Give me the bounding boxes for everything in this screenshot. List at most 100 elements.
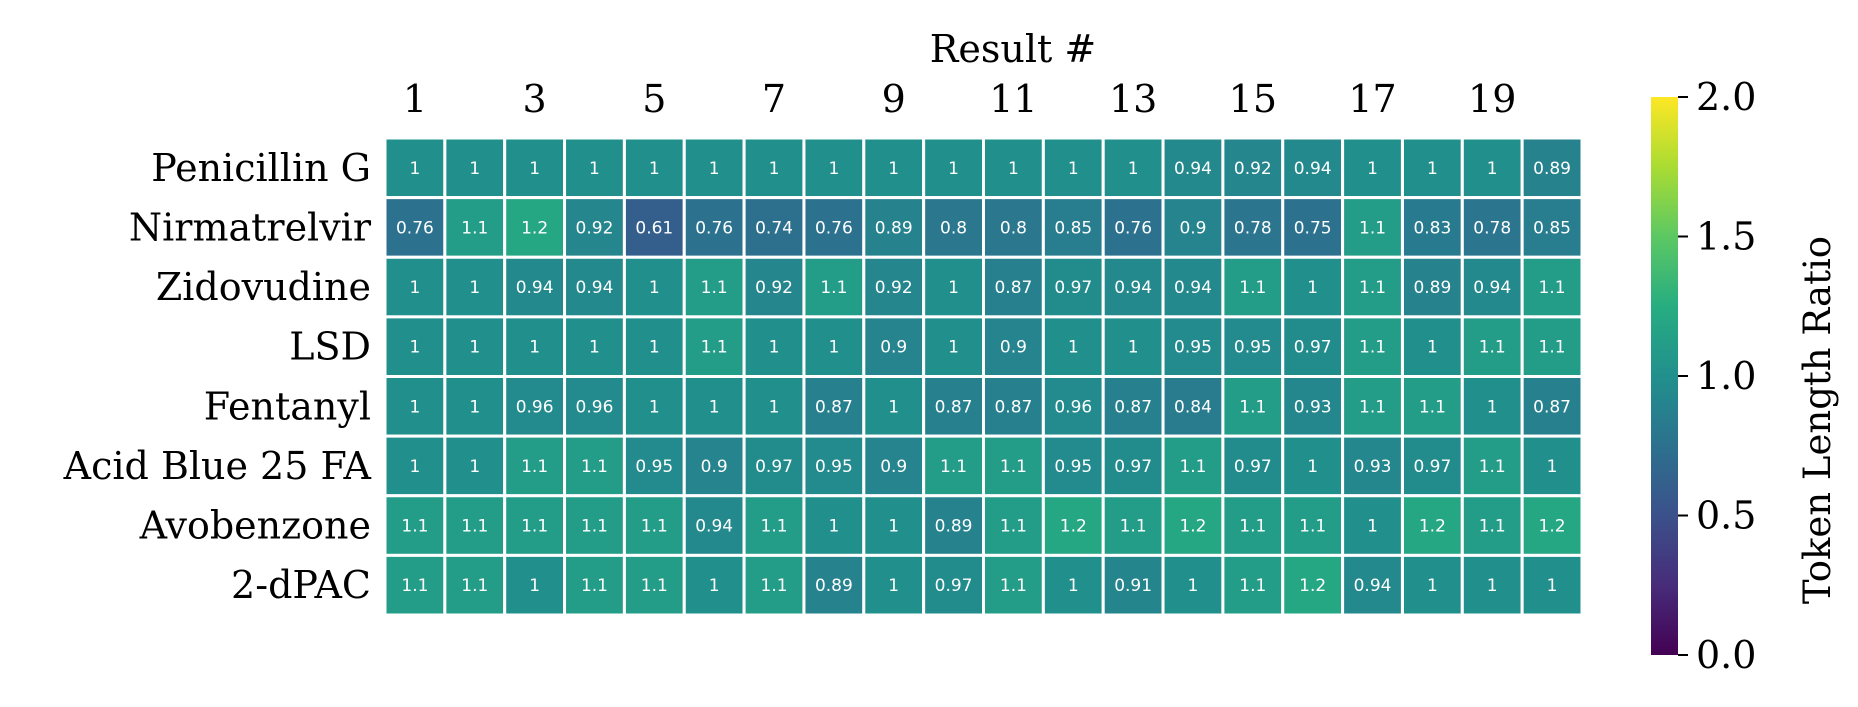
cell-value-label: 0.97 xyxy=(1413,457,1451,477)
heatmap-cell xyxy=(383,494,447,557)
cell-value-label: 0.91 xyxy=(1114,576,1152,596)
cell-value-label: 1 xyxy=(1068,338,1079,358)
cell-value-label: 1 xyxy=(469,397,480,417)
cell-value-label: 0.89 xyxy=(935,517,973,537)
heatmap-cell xyxy=(1341,136,1404,200)
cell-value-label: 1.1 xyxy=(1000,576,1027,596)
cell-value-label: 0.94 xyxy=(695,517,733,537)
cell-value-label: 1.1 xyxy=(1239,576,1266,596)
cell-value-label: 1 xyxy=(1307,278,1318,298)
heatmap-cell xyxy=(503,196,567,259)
heatmap-cell xyxy=(1520,315,1584,378)
heatmap-cell xyxy=(1400,315,1464,378)
cell-value-label: 1.1 xyxy=(461,218,488,238)
heatmap-cell xyxy=(862,315,926,378)
heatmap-cell xyxy=(982,375,1045,438)
heatmap-cell xyxy=(1041,494,1105,557)
cell-value-label: 1.2 xyxy=(1539,517,1566,537)
cell-value-label: 1 xyxy=(1547,457,1558,477)
cell-value-label: 1 xyxy=(529,576,540,596)
cell-value-label: 0.92 xyxy=(875,278,913,298)
cell-value-label: 0.97 xyxy=(755,457,793,477)
heatmap-cell xyxy=(1281,196,1345,259)
heatmap-cell xyxy=(802,375,866,438)
cell-value-label: 1.1 xyxy=(1359,397,1386,417)
cell-value-label: 0.94 xyxy=(576,278,614,298)
cell-value-label: 1.1 xyxy=(1419,397,1446,417)
cell-value-label: 1.1 xyxy=(521,457,548,477)
cell-value-label: 1 xyxy=(410,338,421,358)
cell-value-label: 1.1 xyxy=(461,517,488,537)
cell-value-label: 1 xyxy=(1367,517,1378,537)
cell-value-label: 0.87 xyxy=(935,397,973,417)
cell-value-label: 1 xyxy=(649,159,660,179)
cell-value-label: 1.1 xyxy=(1479,517,1506,537)
heatmap-cell xyxy=(1221,255,1285,319)
cell-value-label: 1.1 xyxy=(1479,457,1506,477)
heatmap-cell xyxy=(922,136,986,200)
cell-value-label: 1.1 xyxy=(401,517,428,537)
cell-value-label: 1 xyxy=(1427,159,1438,179)
heatmap-cell xyxy=(1460,136,1524,200)
cell-value-label: 1 xyxy=(529,338,540,358)
cell-value-label: 0.78 xyxy=(1473,218,1511,238)
heatmap-cell xyxy=(1041,553,1105,617)
x-tick-label: 19 xyxy=(1468,77,1516,121)
cell-value-label: 0.94 xyxy=(1294,159,1332,179)
heatmap-cell xyxy=(802,255,866,319)
cell-value-label: 0.89 xyxy=(1413,278,1451,298)
cell-value-label: 0.89 xyxy=(815,576,853,596)
colorbar-tick-label: 2.0 xyxy=(1696,75,1756,119)
colorbar-gradient xyxy=(1651,97,1678,655)
heatmap-cell xyxy=(862,553,926,617)
cell-value-label: 1 xyxy=(1068,159,1079,179)
heatmap-cell xyxy=(1161,255,1225,319)
cell-value-label: 1 xyxy=(769,338,780,358)
cell-value-label: 0.93 xyxy=(1294,397,1332,417)
cell-value-label: 1.1 xyxy=(820,278,847,298)
x-tick-label: 5 xyxy=(642,77,666,121)
heatmap-cell xyxy=(503,434,567,498)
heatmap-cell xyxy=(1520,375,1584,438)
cell-value-label: 1.1 xyxy=(401,576,428,596)
cell-value-label: 0.87 xyxy=(1533,397,1571,417)
cell-value-label: 1 xyxy=(529,159,540,179)
cell-value-label: 0.87 xyxy=(1114,397,1152,417)
row-label: Acid Blue 25 FA xyxy=(63,444,372,488)
heatmap-cell xyxy=(1221,434,1285,498)
cell-value-label: 0.89 xyxy=(1533,159,1571,179)
cell-value-label: 1.1 xyxy=(761,576,788,596)
cell-value-label: 0.76 xyxy=(815,218,853,238)
cell-value-label: 0.96 xyxy=(576,397,614,417)
cell-value-label: 0.97 xyxy=(1234,457,1272,477)
heatmap-cell xyxy=(1341,315,1404,378)
cell-value-label: 1.1 xyxy=(1179,457,1206,477)
cell-value-label: 0.87 xyxy=(815,397,853,417)
cell-value-label: 0.9 xyxy=(701,457,728,477)
cell-value-label: 1.1 xyxy=(1239,517,1266,537)
heatmap-cell xyxy=(1041,315,1105,378)
cell-value-label: 0.97 xyxy=(1294,338,1332,358)
heatmap-cell xyxy=(1400,375,1464,438)
cell-value-label: 0.76 xyxy=(396,218,434,238)
cell-value-label: 1 xyxy=(469,457,480,477)
heatmap-cell xyxy=(1341,375,1404,438)
x-tick-label: 3 xyxy=(523,77,547,121)
cell-value-label: 0.95 xyxy=(1234,338,1272,358)
x-tick-labels: 1 3 5 7 9 11 13 15 17 19 xyxy=(403,77,1517,121)
heatmap-cell xyxy=(922,255,986,319)
x-tick-label: 1 xyxy=(403,77,427,121)
cell-value-label: 1 xyxy=(948,338,959,358)
heatmap-cell xyxy=(1281,255,1345,319)
cell-value-label: 1 xyxy=(888,397,899,417)
cell-value-label: 0.92 xyxy=(576,218,614,238)
cell-value-label: 1 xyxy=(1427,338,1438,358)
heatmap-cell xyxy=(383,375,447,438)
cell-value-label: 1 xyxy=(410,457,421,477)
cell-value-label: 1.1 xyxy=(581,576,608,596)
cell-value-label: 0.97 xyxy=(935,576,973,596)
heatmap-cell xyxy=(1520,553,1584,617)
cell-value-label: 1.2 xyxy=(1299,576,1326,596)
heatmap-cell xyxy=(383,315,447,378)
cell-value-label: 1 xyxy=(948,159,959,179)
